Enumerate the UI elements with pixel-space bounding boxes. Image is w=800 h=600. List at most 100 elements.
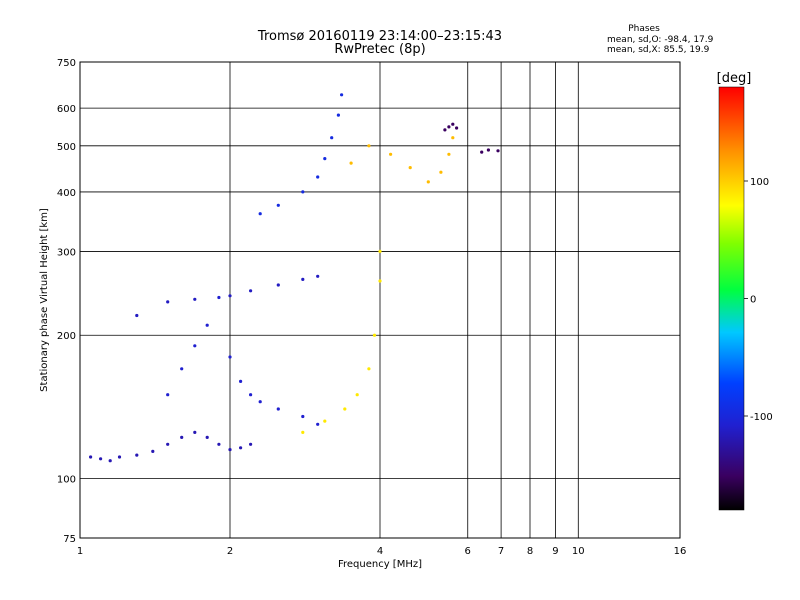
data-point	[378, 279, 382, 283]
data-point	[117, 455, 122, 459]
data-point	[301, 430, 305, 434]
y-tick-label: 400	[57, 188, 76, 199]
data-point	[276, 407, 280, 411]
x-axis-ticks: 1 2 4 6 7 8 9 10 16	[77, 546, 687, 557]
data-point	[378, 249, 382, 253]
y-tick-label: 600	[57, 104, 76, 115]
data-point	[239, 379, 243, 383]
legend-line-o: mean, sd,O: -98.4, 17.9	[607, 35, 714, 45]
data-point	[389, 152, 393, 156]
colorbar-tick-label: -100	[750, 412, 773, 423]
data-point	[135, 453, 139, 457]
scatter-points	[89, 93, 500, 463]
data-point	[323, 419, 327, 423]
x-tick-label: 9	[552, 546, 558, 557]
series-group	[258, 93, 344, 216]
data-point	[193, 430, 197, 434]
data-point	[99, 457, 103, 461]
colorbar	[718, 86, 745, 511]
y-tick-label: 300	[57, 247, 76, 258]
data-point	[336, 113, 340, 117]
x-tick-label: 4	[377, 546, 383, 557]
data-point	[166, 300, 170, 304]
data-point	[355, 393, 359, 397]
colorbar-tick-label: 0	[750, 295, 756, 306]
data-point	[108, 459, 112, 463]
data-point	[408, 166, 412, 170]
data-point	[367, 144, 371, 148]
data-point	[349, 161, 353, 165]
data-point	[239, 446, 243, 450]
data-point	[249, 289, 253, 293]
y-tick-label: 100	[57, 475, 76, 486]
data-point	[496, 149, 500, 153]
data-point	[258, 400, 262, 404]
data-point	[316, 422, 320, 426]
data-point	[166, 442, 170, 446]
data-point	[151, 449, 155, 453]
colorbar-ticks: 100 0 -100	[744, 177, 773, 423]
data-point	[135, 313, 139, 318]
data-point	[451, 122, 455, 126]
data-point	[166, 393, 170, 397]
plot-frame	[79, 61, 681, 539]
data-point	[205, 323, 209, 327]
grid-lines	[80, 62, 680, 538]
data-point	[455, 126, 459, 130]
data-point	[301, 190, 305, 194]
x-tick-label: 8	[527, 546, 533, 557]
x-tick-label: 2	[227, 546, 233, 557]
data-point	[276, 283, 280, 287]
data-point	[249, 442, 253, 446]
chart-title: Tromsø 20160119 23:14:00–23:15:43	[257, 29, 502, 44]
legend-title: Phases	[628, 24, 660, 34]
y-tick-label: 750	[57, 58, 76, 69]
data-point	[447, 125, 451, 129]
x-axis-label: Frequency [MHz]	[338, 559, 422, 570]
data-point	[343, 407, 347, 411]
legend-line-x: mean, sd,X: 85.5, 19.9	[607, 45, 710, 55]
data-point	[228, 355, 232, 359]
y-axis-label: Stationary phase Virtual Height [km]	[39, 208, 50, 392]
data-point	[193, 297, 197, 301]
series-group	[443, 122, 500, 154]
data-point	[249, 393, 253, 397]
y-tick-label: 500	[57, 142, 76, 153]
data-point	[301, 277, 305, 281]
x-tick-label: 6	[465, 546, 471, 557]
data-point	[447, 152, 451, 156]
data-point	[276, 203, 280, 207]
data-point	[258, 212, 262, 216]
colorbar-tick-label: 100	[750, 177, 769, 188]
data-point	[372, 333, 377, 337]
data-point	[205, 435, 209, 439]
data-point	[180, 367, 184, 371]
data-point	[426, 180, 430, 184]
data-point	[367, 367, 371, 371]
data-point	[330, 136, 334, 140]
data-point	[439, 170, 443, 174]
series-group	[349, 136, 455, 184]
y-axis-ticks: 75 100 200 300 400 500 600 750	[57, 58, 76, 545]
x-tick-label: 16	[674, 546, 687, 557]
data-point	[316, 175, 320, 179]
data-point	[301, 414, 305, 419]
data-point	[193, 344, 197, 348]
data-point	[323, 157, 327, 161]
series-group	[89, 430, 253, 463]
series-group	[301, 249, 382, 434]
data-point	[316, 274, 320, 278]
data-point	[217, 442, 221, 446]
y-tick-label: 75	[63, 534, 76, 545]
series-group	[166, 295, 320, 426]
data-point	[340, 93, 344, 97]
data-point	[486, 148, 490, 152]
data-point	[451, 136, 455, 140]
x-tick-label: 7	[498, 546, 504, 557]
series-group	[135, 274, 320, 318]
chart-subtitle: RwPretec (8p)	[334, 42, 425, 57]
colorbar-label: [deg]	[717, 71, 752, 86]
data-point	[228, 448, 232, 452]
data-point	[217, 295, 221, 300]
